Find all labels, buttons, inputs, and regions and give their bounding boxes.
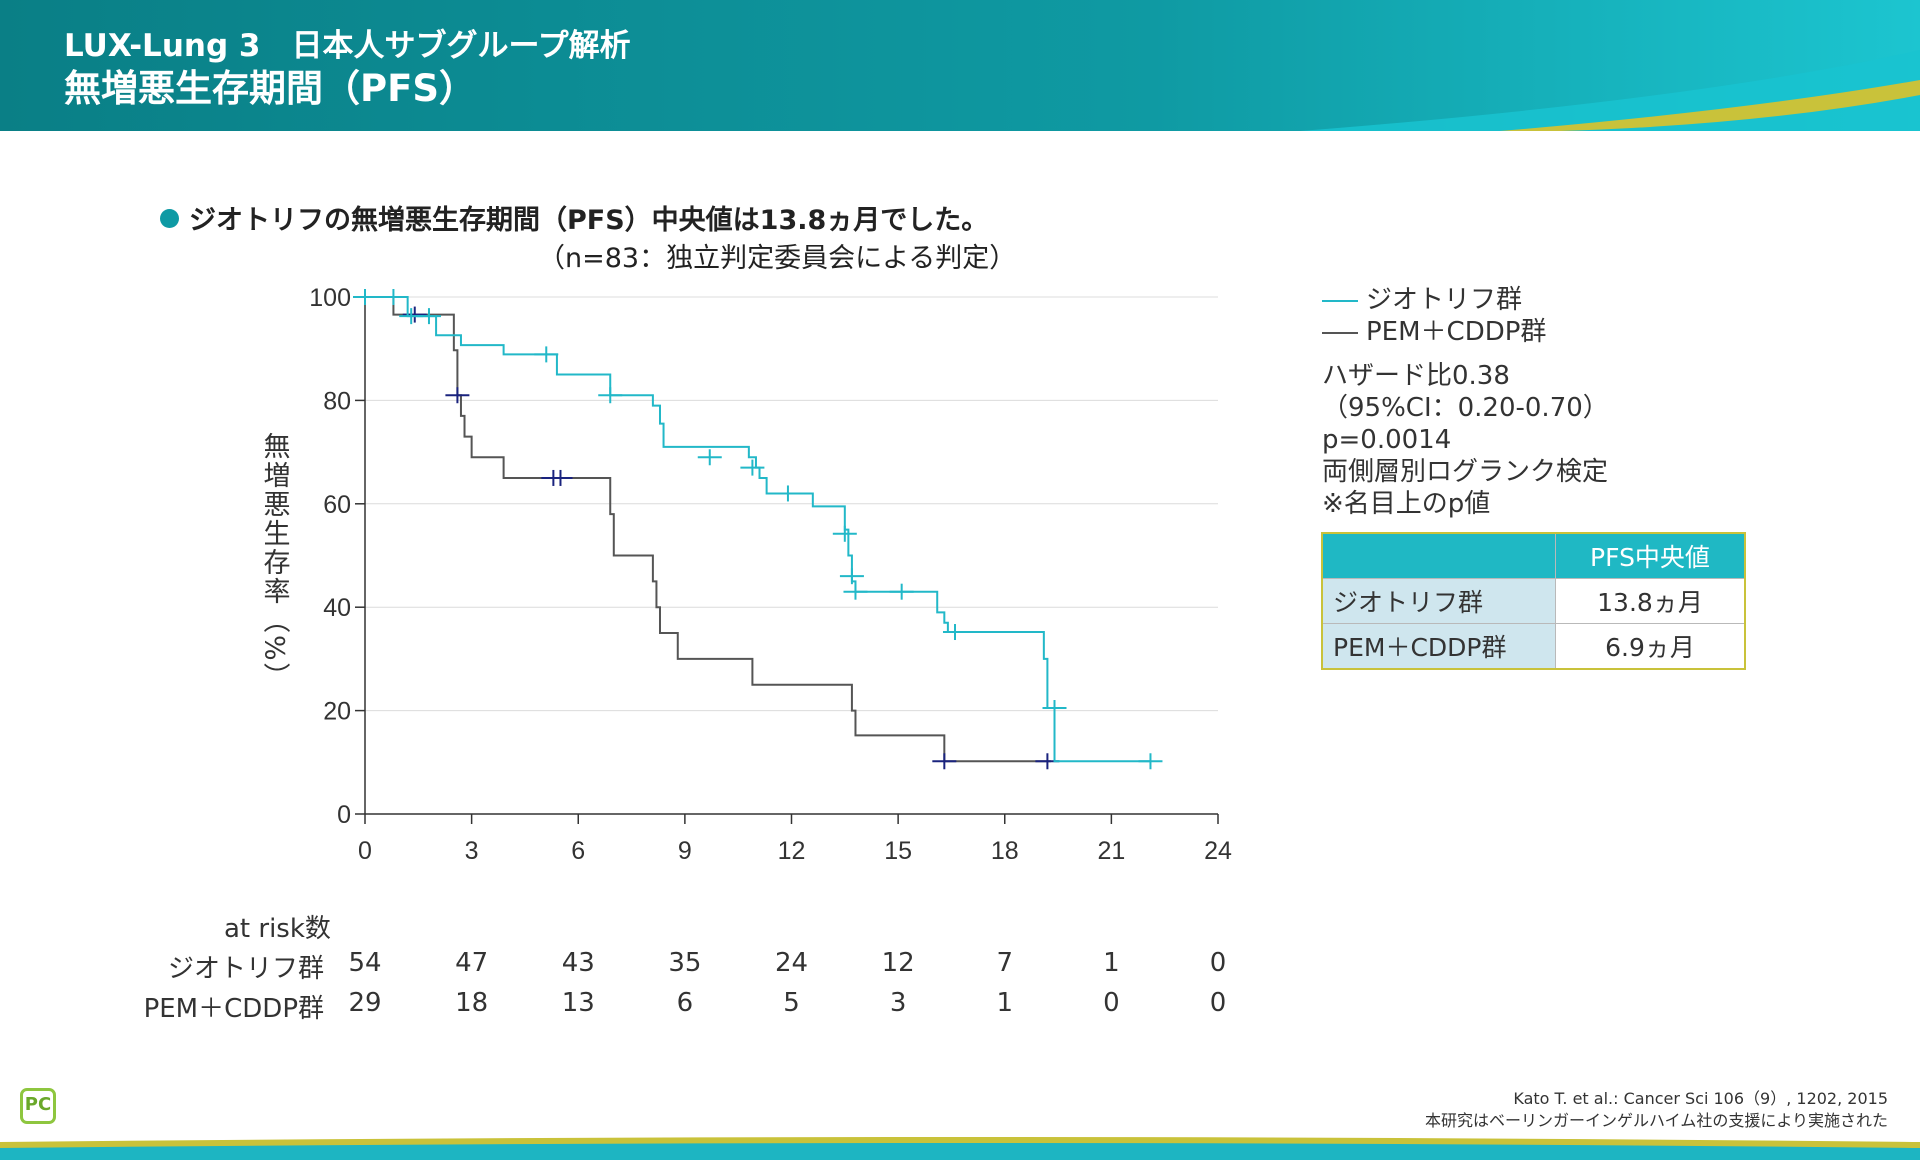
y-tick-label: 20	[323, 698, 351, 726]
x-tick-label: 15	[884, 837, 912, 865]
legend-item-afatinib: ジオトリフ群	[1322, 284, 1546, 316]
confidence-interval: （95%CI：0.20-0.70）	[1322, 393, 1609, 423]
at-risk-value: 29	[348, 988, 382, 1018]
y-tick-label: 60	[323, 491, 351, 519]
x-tick-label: 6	[571, 837, 585, 865]
headline-note: （n=83：独立判定委員会による判定）	[538, 243, 1017, 274]
x-tick-label: 3	[465, 837, 479, 865]
y-tick-label: 100	[309, 284, 351, 312]
at-risk-value: 6	[676, 988, 694, 1018]
y-axis-label: 無増悪生存率（%）	[259, 432, 291, 692]
at-risk-value: 35	[668, 948, 702, 978]
at-risk-value: 24	[774, 948, 809, 978]
citation: Kato T. et al.: Cancer Sci 106（9）, 1202,…	[1425, 1088, 1888, 1132]
y-tick-label: 0	[337, 801, 351, 829]
header-subtitle: LUX-Lung 3 日本人サブグループ解析	[64, 28, 631, 64]
at-risk-value: 1	[1103, 948, 1120, 978]
median-table-corner	[1321, 532, 1556, 579]
x-tick-label: 18	[991, 837, 1019, 865]
pc-logo: PC	[20, 1088, 56, 1124]
at-risk-value: 0	[1103, 988, 1120, 1018]
at-risk-title: at risk数	[224, 914, 331, 944]
citation-reference: Kato T. et al.: Cancer Sci 106（9）, 1202,…	[1513, 1089, 1888, 1108]
legend-label: ジオトリフ群	[1366, 285, 1523, 315]
at-risk-value: 5	[783, 988, 800, 1018]
headline-text: ジオトリフの無増悪生存期間（PFS）中央値は13.8ヵ月でした。	[189, 205, 989, 236]
header-banner: LUX-Lung 3 日本人サブグループ解析 無増悪生存期間（PFS）	[0, 0, 1920, 150]
at-risk-value: 12	[881, 948, 915, 978]
at-risk-value: 47	[455, 948, 489, 978]
footer-background	[0, 1137, 1920, 1160]
at-risk-label-pem-cddp: PEM＋CDDP群	[143, 994, 324, 1024]
header-title: 無増悪生存期間（PFS）	[64, 67, 477, 110]
p-value-note: ※名目上のp値	[1322, 489, 1491, 519]
median-table-header-cell: PFS中央値	[1555, 532, 1746, 579]
at-risk-value: 54	[348, 948, 382, 978]
hazard-ratio: ハザード比0.38	[1322, 361, 1510, 391]
median-table: PFS中央値 ジオトリフ群 13.8ヵ月 PEM＋CDDP群 6.9ヵ月	[1321, 532, 1746, 670]
series-line-pem-cddp	[365, 296, 1051, 763]
legend-item-pem-cddp: PEM＋CDDP群	[1322, 316, 1546, 348]
table-row: ジオトリフ群 13.8ヵ月	[1321, 578, 1746, 624]
at-risk-label-afatinib: ジオトリフ群	[167, 954, 324, 984]
legend-swatch-pem-cddp	[1322, 331, 1358, 334]
median-table-header: PFS中央値	[1321, 532, 1746, 579]
at-risk-value: 43	[561, 948, 595, 978]
median-row-value: 13.8ヵ月	[1555, 578, 1746, 624]
footer-band	[0, 1136, 1920, 1160]
median-row-label: ジオトリフ群	[1321, 578, 1556, 624]
legend-label: PEM＋CDDP群	[1366, 317, 1547, 347]
header-background	[0, 0, 1920, 131]
table-row: PEM＋CDDP群 6.9ヵ月	[1321, 623, 1746, 670]
x-tick-label: 9	[678, 837, 692, 865]
median-row-value: 6.9ヵ月	[1555, 623, 1746, 670]
at-risk-value: 1	[996, 988, 1014, 1018]
p-value: p=0.0014	[1322, 425, 1452, 455]
at-risk-value: 3	[889, 988, 907, 1018]
x-tick-label: 12	[778, 837, 806, 865]
at-risk-value: 0	[1209, 948, 1227, 978]
test-method: 両側層別ログランク検定	[1322, 457, 1609, 487]
legend-swatch-afatinib	[1322, 299, 1358, 302]
y-tick-label: 40	[323, 594, 351, 622]
bullet-icon	[160, 209, 179, 228]
legend: ジオトリフ群 PEM＋CDDP群	[1322, 284, 1546, 348]
stats-block: ハザード比0.38 （95%CI：0.20-0.70） p=0.0014 両側層…	[1322, 360, 1609, 520]
citation-sponsor: 本研究はベーリンガーインゲルハイム社の支援により実施された	[1424, 1111, 1888, 1130]
x-tick-label: 21	[1097, 837, 1125, 865]
headline: ジオトリフの無増悪生存期間（PFS）中央値は13.8ヵ月でした。	[160, 198, 988, 237]
series-line-afatinib	[365, 296, 1151, 763]
at-risk-value: 18	[455, 988, 489, 1018]
at-risk-value: 13	[561, 988, 595, 1018]
x-tick-label: 24	[1204, 837, 1232, 865]
y-tick-label: 80	[323, 387, 351, 415]
at-risk-value: 0	[1209, 988, 1227, 1018]
x-tick-label: 0	[358, 837, 372, 865]
median-row-label: PEM＋CDDP群	[1321, 623, 1556, 670]
km-chart: 02040608010003691215182124無増悪生存期間（月）無増悪生…	[259, 284, 1232, 865]
at-risk-value: 7	[996, 948, 1014, 978]
